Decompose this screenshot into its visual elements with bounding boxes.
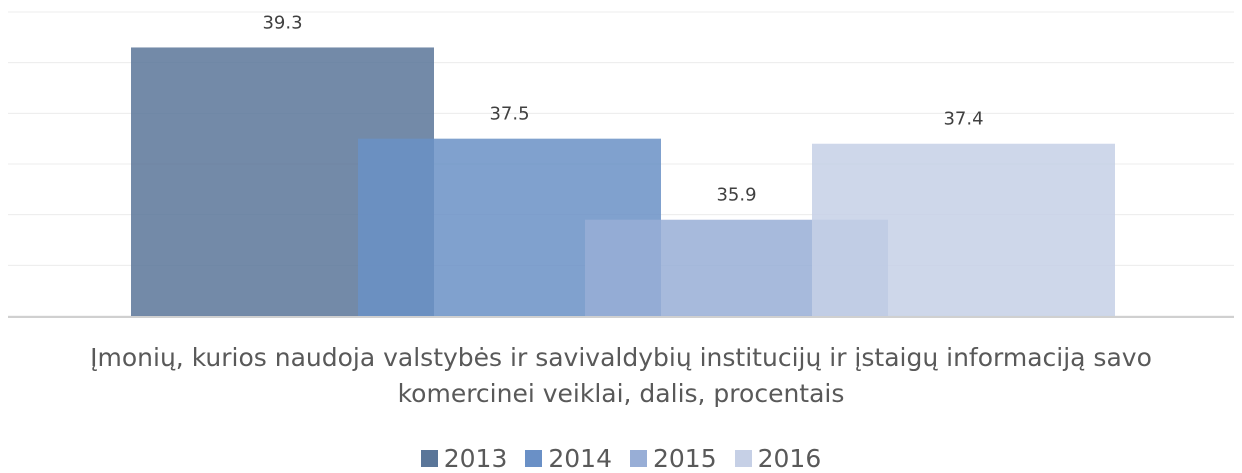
legend-item: 2015 xyxy=(630,444,717,473)
legend-swatch xyxy=(420,450,438,467)
chart-title: Įmonių, kurios naudoja valstybės ir savi… xyxy=(90,343,1152,408)
legend-item: 2014 xyxy=(525,444,612,473)
legend-item: 2013 xyxy=(420,444,508,473)
legend: 2013 2014 2015 2016 xyxy=(0,444,1242,473)
data-label: 35.9 xyxy=(716,185,756,206)
legend-swatch xyxy=(734,450,752,467)
bar xyxy=(812,143,1115,316)
legend-swatch xyxy=(525,450,543,467)
chart: 39.3 37.5 35.9 37.4 xyxy=(8,11,1234,318)
data-label: 37.4 xyxy=(943,109,983,130)
legend-label: 2013 xyxy=(443,444,508,473)
legend-label: 2016 xyxy=(757,444,822,473)
legend-swatch xyxy=(630,450,647,467)
data-label: 39.3 xyxy=(262,12,302,33)
legend-item: 2016 xyxy=(734,444,822,473)
legend-label: 2015 xyxy=(653,444,717,473)
legend-label: 2014 xyxy=(548,444,612,473)
data-label: 37.5 xyxy=(489,104,529,125)
